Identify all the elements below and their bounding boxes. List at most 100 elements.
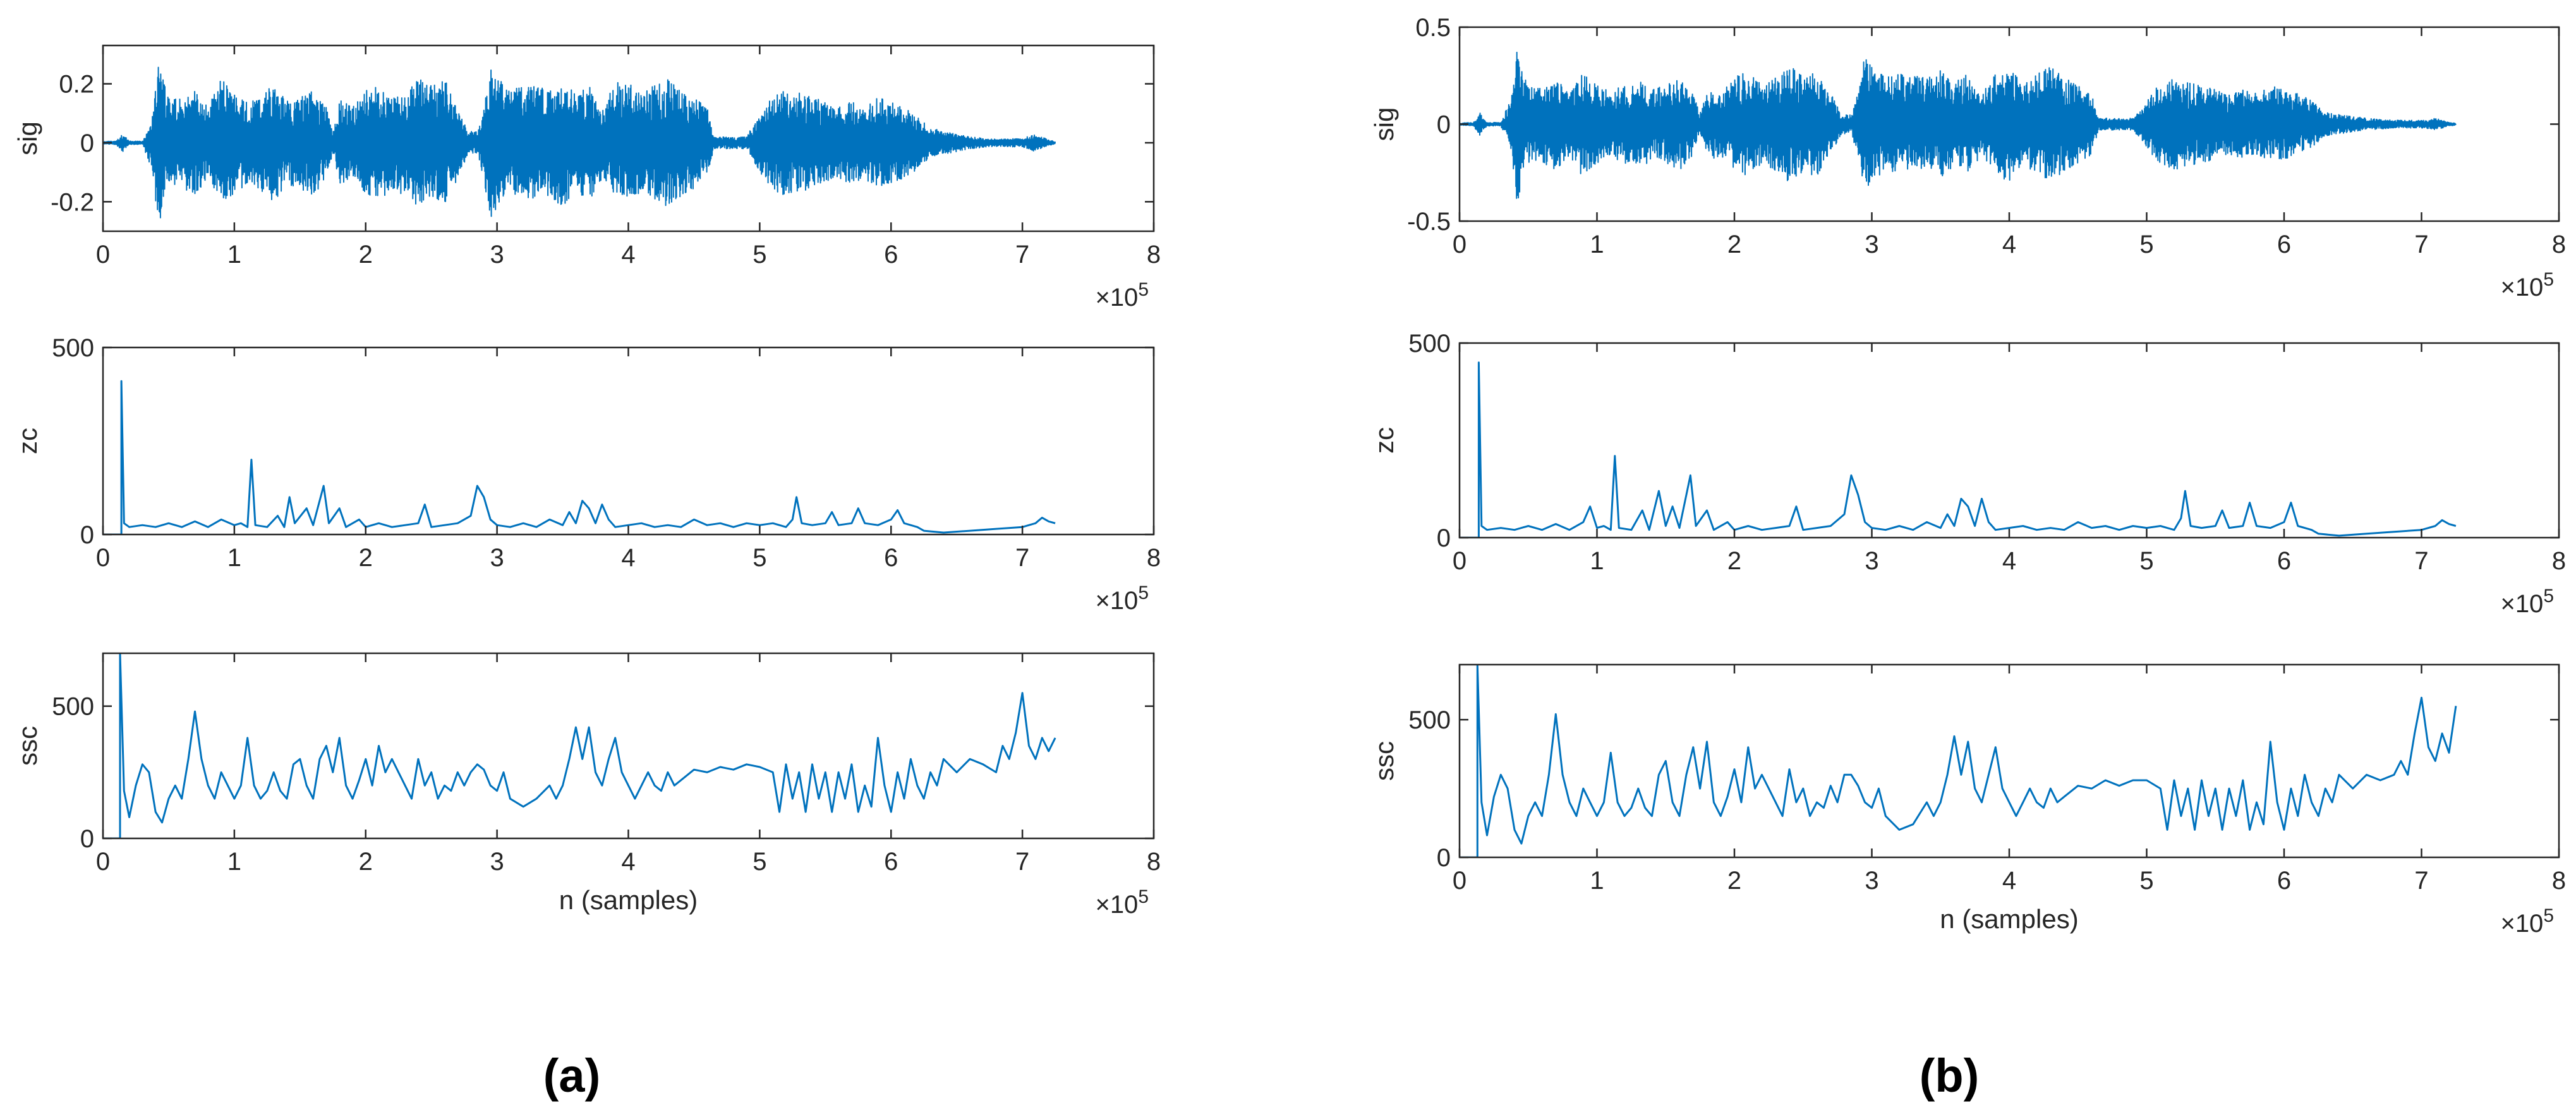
x-tick-label: 5 xyxy=(753,544,766,572)
y-tick-label: 0.2 xyxy=(59,71,94,99)
y-tick-label: -0.2 xyxy=(51,188,94,216)
x-tick-label: 7 xyxy=(1015,544,1029,572)
x-tick-label: 2 xyxy=(359,241,373,269)
x-multiplier-label: ×105 xyxy=(2500,586,2554,618)
x-multiplier-label: ×105 xyxy=(1095,279,1149,311)
y-axis-label: ssc xyxy=(1369,741,1399,781)
x-tick-label: 6 xyxy=(2277,867,2291,895)
x-tick-label: 8 xyxy=(1147,241,1161,269)
x-tick-label: 2 xyxy=(1727,231,1741,258)
x-multiplier-exponent: 5 xyxy=(2543,586,2554,607)
x-tick-label: 3 xyxy=(1865,231,1878,258)
x-tick-label: 7 xyxy=(1015,848,1029,876)
x-multiplier-base: ×10 xyxy=(2500,274,2543,301)
panel-caption-b: (b) xyxy=(1920,1049,1980,1102)
x-multiplier-base: ×10 xyxy=(2500,590,2543,618)
x-axis-label: n (samples) xyxy=(1940,904,2078,934)
x-tick-label: 4 xyxy=(621,544,635,572)
x-tick-label: 4 xyxy=(621,848,635,876)
x-tick-label: 8 xyxy=(2552,547,2566,575)
y-tick-label: 0 xyxy=(1437,524,1451,552)
x-tick-label: 6 xyxy=(2277,231,2291,258)
x-tick-label: 1 xyxy=(227,241,241,269)
x-tick-label: 7 xyxy=(2414,547,2428,575)
x-multiplier-exponent: 5 xyxy=(2543,269,2554,290)
x-tick-label: 3 xyxy=(490,544,504,572)
x-multiplier-base: ×10 xyxy=(2500,910,2543,938)
x-tick-label: 2 xyxy=(359,544,373,572)
x-tick-label: 0 xyxy=(1453,231,1466,258)
x-tick-label: 6 xyxy=(884,241,898,269)
x-tick-label: 6 xyxy=(884,544,898,572)
series-line-sig xyxy=(1460,51,2457,199)
x-tick-label: 0 xyxy=(96,241,110,269)
x-tick-label: 3 xyxy=(1865,867,1878,895)
x-tick-label: 1 xyxy=(1590,867,1604,895)
x-tick-label: 7 xyxy=(2414,231,2428,258)
x-tick-label: 1 xyxy=(1590,547,1604,575)
x-tick-label: 1 xyxy=(227,544,241,572)
x-multiplier-label: ×105 xyxy=(2500,905,2554,938)
y-axis-label: zc xyxy=(1369,427,1399,454)
x-multiplier-exponent: 5 xyxy=(1138,583,1149,603)
x-multiplier-base: ×10 xyxy=(1095,891,1138,919)
y-tick-label: 500 xyxy=(52,334,94,362)
x-tick-label: 2 xyxy=(1727,867,1741,895)
x-tick-label: 4 xyxy=(2002,547,2016,575)
x-tick-label: 2 xyxy=(1727,547,1741,575)
x-tick-label: 0 xyxy=(1453,547,1466,575)
x-tick-label: 5 xyxy=(2139,231,2153,258)
y-tick-label: 0 xyxy=(1437,111,1451,139)
x-tick-label: 5 xyxy=(753,241,766,269)
x-tick-label: 4 xyxy=(621,241,635,269)
y-tick-label: 0 xyxy=(80,130,94,157)
panel-caption-a: (a) xyxy=(543,1049,600,1102)
x-multiplier-base: ×10 xyxy=(1095,587,1138,615)
x-tick-label: 5 xyxy=(2139,547,2153,575)
x-tick-label: 8 xyxy=(1147,848,1161,876)
y-tick-label: -0.5 xyxy=(1407,208,1451,236)
x-multiplier-label: ×105 xyxy=(1095,886,1149,919)
x-tick-label: 8 xyxy=(2552,231,2566,258)
x-tick-label: 2 xyxy=(359,848,373,876)
series-line-zc xyxy=(1460,361,2457,538)
y-tick-label: 0 xyxy=(80,825,94,853)
y-tick-label: 500 xyxy=(52,693,94,721)
series-line-sig xyxy=(103,66,1056,219)
x-tick-label: 7 xyxy=(1015,241,1029,269)
x-tick-label: 4 xyxy=(2002,231,2016,258)
x-tick-label: 6 xyxy=(2277,547,2291,575)
y-tick-label: 0.5 xyxy=(1415,14,1451,42)
series-line-ssc xyxy=(1460,665,2457,857)
x-tick-label: 0 xyxy=(1453,867,1466,895)
x-tick-label: 8 xyxy=(2552,867,2566,895)
x-multiplier-label: ×105 xyxy=(2500,269,2554,301)
x-multiplier-exponent: 5 xyxy=(2543,905,2554,926)
x-tick-label: 3 xyxy=(1865,547,1878,575)
y-axis-label: zc xyxy=(13,428,42,454)
series-line-zc xyxy=(103,380,1056,534)
y-tick-label: 500 xyxy=(1408,330,1451,358)
x-multiplier-base: ×10 xyxy=(1095,284,1138,311)
y-axis-label: sig xyxy=(13,121,42,155)
x-tick-label: 0 xyxy=(96,544,110,572)
x-multiplier-exponent: 5 xyxy=(1138,279,1149,300)
x-multiplier-label: ×105 xyxy=(1095,583,1149,615)
x-tick-label: 4 xyxy=(2002,867,2016,895)
x-tick-label: 3 xyxy=(490,241,504,269)
x-tick-label: 5 xyxy=(2139,867,2153,895)
x-tick-label: 8 xyxy=(1147,544,1161,572)
y-axis-label: sig xyxy=(1369,107,1399,142)
series-line-ssc xyxy=(103,653,1056,838)
x-tick-label: 1 xyxy=(1590,231,1604,258)
